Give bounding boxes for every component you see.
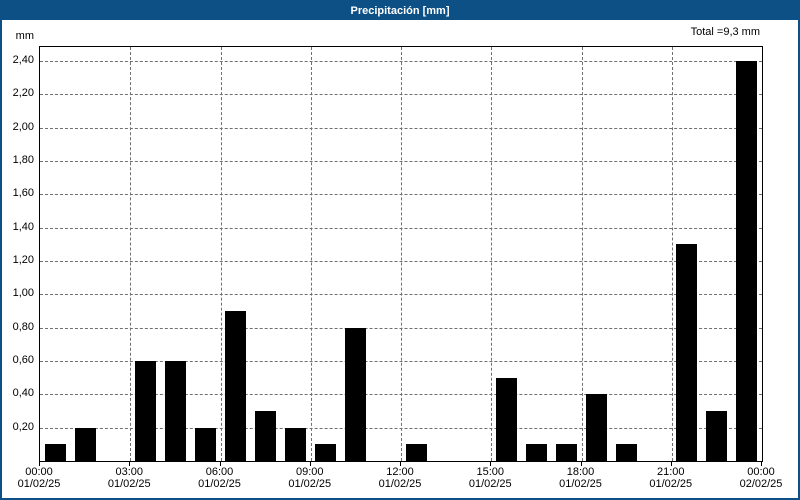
bar-06:00 xyxy=(225,311,247,461)
x-tick-date: 01/02/25 xyxy=(378,478,422,490)
x-tick-time: 06:00 xyxy=(205,466,234,478)
chart-area: mm Total =9,3 mm 0,20 0,40 0,60 0,80 1,00 1,2… xyxy=(2,20,798,498)
x-tick-date: 01/02/25 xyxy=(17,478,61,490)
y-tick-label: 2,40 xyxy=(12,54,34,66)
y-tick-label: 1,00 xyxy=(12,287,34,300)
bar-04:00 xyxy=(164,361,186,461)
window-title: Precipitación [mm] xyxy=(2,2,798,20)
x-tick-label: 06:00 01/02/25 xyxy=(198,466,241,490)
x-axis-tick xyxy=(490,462,492,466)
x-tick-time: 15:00 xyxy=(476,466,505,478)
gridline-vertical xyxy=(220,47,222,461)
x-tick-label: 12:00 01/02/25 xyxy=(379,466,422,490)
gridline-vertical xyxy=(671,47,673,461)
bar-12:00 xyxy=(405,444,427,461)
x-axis-tick xyxy=(219,462,221,466)
bar-10:00 xyxy=(345,327,367,461)
y-tick-label: 0,40 xyxy=(12,387,34,400)
x-tick-time: 00:00 xyxy=(25,466,53,478)
y-tick-label: 2,00 xyxy=(12,120,34,133)
bar-19:00 xyxy=(616,444,638,461)
y-tick-label: 0,80 xyxy=(12,320,34,333)
gridline-vertical xyxy=(310,47,312,461)
y-axis-unit-label: mm xyxy=(15,30,34,42)
gridline-vertical xyxy=(491,47,493,461)
bar-15:00 xyxy=(495,377,517,461)
x-tick-date: 02/02/25 xyxy=(739,478,783,490)
x-tick-time: 00:00 xyxy=(747,466,775,478)
total-label: Total =9,3 mm xyxy=(690,26,760,38)
x-tick-time: 09:00 xyxy=(295,466,324,478)
bar-05:00 xyxy=(194,427,216,461)
bar-08:00 xyxy=(285,427,307,461)
x-axis-tick xyxy=(39,462,40,466)
x-tick-time: 03:00 xyxy=(115,466,144,478)
y-tick-label: 0,20 xyxy=(12,420,34,433)
plot-area xyxy=(39,46,763,462)
bar-09:00 xyxy=(315,444,337,461)
bar-17:00 xyxy=(555,444,577,461)
x-axis-tick xyxy=(400,462,401,466)
x-axis-tick xyxy=(129,462,131,466)
x-tick-label: 00:00 02/02/25 xyxy=(740,466,783,490)
gridline-vertical xyxy=(581,47,583,461)
y-tick-label: 1,20 xyxy=(12,254,34,266)
y-tick-label: 1,60 xyxy=(12,187,34,200)
bar-01:00 xyxy=(74,427,96,461)
x-axis-tick xyxy=(670,462,672,466)
x-axis-tick xyxy=(580,462,582,466)
y-tick-label: 2,20 xyxy=(12,87,34,100)
x-tick-time: 21:00 xyxy=(656,466,685,478)
y-tick-label: 1,40 xyxy=(12,220,34,233)
x-tick-label: 09:00 01/02/25 xyxy=(288,466,331,490)
x-tick-label: 18:00 01/02/25 xyxy=(559,466,602,490)
bar-00:00 xyxy=(44,444,66,461)
bar-22:00 xyxy=(706,411,728,461)
x-tick-date: 01/02/25 xyxy=(649,478,693,490)
x-tick-date: 01/02/25 xyxy=(288,478,332,490)
bar-23:00 xyxy=(736,61,758,461)
x-tick-date: 01/02/25 xyxy=(198,478,241,490)
x-tick-label: 15:00 01/02/25 xyxy=(469,466,512,490)
x-axis-tick xyxy=(761,462,762,466)
x-tick-date: 01/02/25 xyxy=(107,478,151,490)
bar-16:00 xyxy=(525,444,547,461)
bar-03:00 xyxy=(134,361,156,461)
x-tick-date: 01/02/25 xyxy=(559,478,602,490)
y-tick-label: 1,80 xyxy=(12,154,34,166)
bar-21:00 xyxy=(676,244,698,461)
x-axis-tick xyxy=(309,462,311,466)
y-tick-label: 0,60 xyxy=(12,354,34,366)
bar-07:00 xyxy=(255,411,277,461)
x-tick-label: 21:00 01/02/25 xyxy=(649,466,692,490)
x-tick-time: 12:00 xyxy=(386,466,414,478)
gridline-vertical xyxy=(401,47,402,461)
gridline-vertical xyxy=(130,47,132,461)
bar-18:00 xyxy=(586,394,608,461)
x-tick-label: 00:00 01/02/25 xyxy=(18,466,61,490)
x-tick-date: 01/02/25 xyxy=(468,478,512,490)
x-tick-label: 03:00 01/02/25 xyxy=(108,466,151,490)
x-tick-time: 18:00 xyxy=(566,466,595,478)
